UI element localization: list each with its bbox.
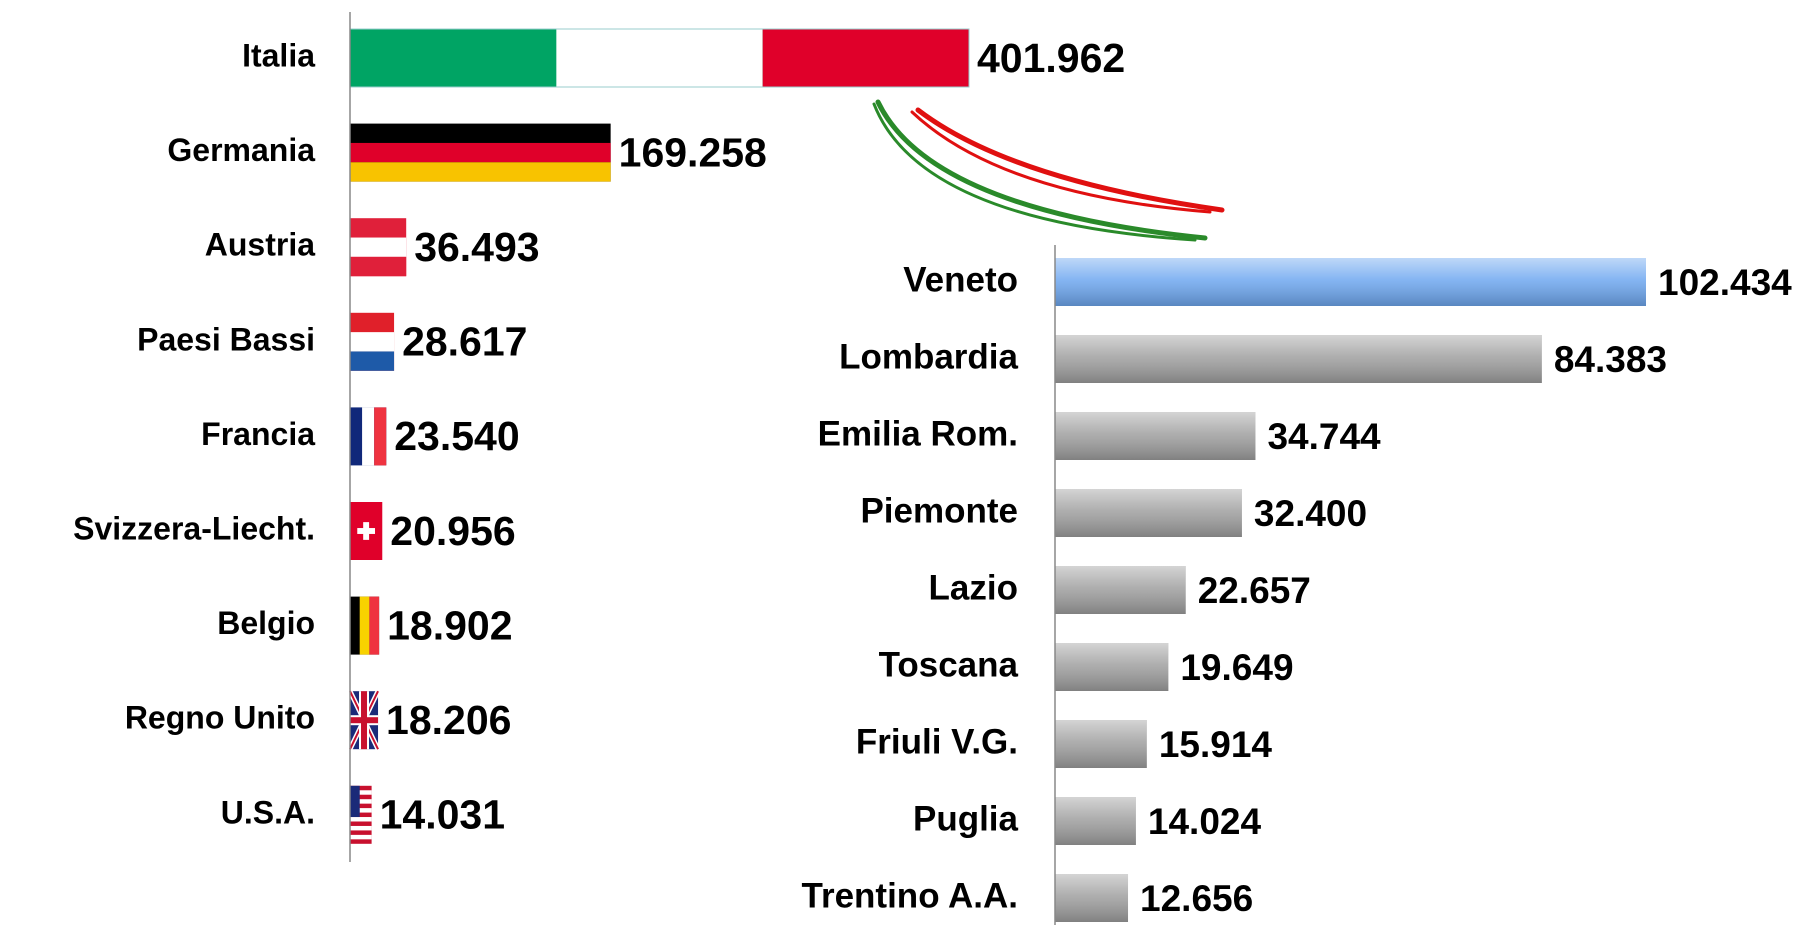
category-label: U.S.A. [221,794,315,830]
bar-shine [1055,566,1186,614]
bar-shine [1055,874,1128,922]
flag-stripe [350,143,611,162]
flag-stripe [350,826,372,830]
value-label: 14.031 [380,792,505,838]
category-label: Austria [205,227,315,263]
flag-stripe [374,407,386,465]
category-label: Regno Unito [125,700,315,736]
category-label: Friuli V.G. [856,722,1018,761]
flag-stripe [350,351,394,370]
category-label: Emilia Rom. [818,414,1018,453]
swoosh [874,102,1222,240]
category-label: Puglia [913,799,1019,838]
value-label: 20.956 [390,508,515,554]
category-label: Lazio [929,568,1018,607]
value-label: 169.258 [619,129,767,175]
category-label: Paesi Bassi [137,321,315,357]
category-label: Italia [242,37,315,73]
category-label: Svizzera-Liecht. [73,510,315,546]
value-label: 84.383 [1554,339,1667,380]
value-label: 34.744 [1267,416,1381,457]
value-label: 18.902 [387,602,512,648]
value-label: 102.434 [1658,262,1792,303]
value-label: 32.400 [1254,493,1367,534]
category-label: Francia [201,416,315,452]
value-label: 19.649 [1180,647,1293,688]
value-label: 23.540 [394,413,519,459]
flag-stripe [556,29,762,87]
bar-shine [1055,489,1242,537]
bar-shine [1055,335,1542,383]
chart: Italia 401.962 Germania 169.258 Austria 36.49… [0,0,1814,929]
flag-cross [357,528,375,534]
flag-stripe [350,835,372,839]
value-label: 401.962 [977,35,1125,81]
flag-stripe [350,238,406,257]
flag-cross [350,717,378,723]
bar-shine [1055,258,1646,306]
value-label: 18.206 [386,697,511,743]
bar-shine [1055,720,1147,768]
category-label: Belgio [217,605,315,641]
flag-stripe [350,817,372,821]
flag-stripe [350,332,394,351]
category-label: Trentino A.A. [802,876,1018,915]
flag-stripe [350,162,611,181]
flag-stripe [362,407,374,465]
category-label: Lombardia [839,337,1018,376]
flag-stripe [350,257,406,276]
bar-shine [1055,797,1136,845]
value-label: 22.657 [1198,570,1311,611]
bar-shine [1055,412,1255,460]
value-label: 36.493 [414,224,539,270]
flag-canton [350,786,360,817]
category-label: Toscana [879,645,1019,684]
bar-shine [1055,643,1168,691]
category-label: Piemonte [860,491,1018,530]
flag-stripe [369,597,379,655]
category-label: Veneto [903,260,1018,299]
flag-stripe [763,29,969,87]
category-label: Germania [167,132,315,168]
value-label: 28.617 [402,319,527,365]
flag-stripe [360,597,370,655]
value-label: 12.656 [1140,878,1253,919]
value-label: 15.914 [1159,724,1273,765]
value-label: 14.024 [1148,801,1262,842]
